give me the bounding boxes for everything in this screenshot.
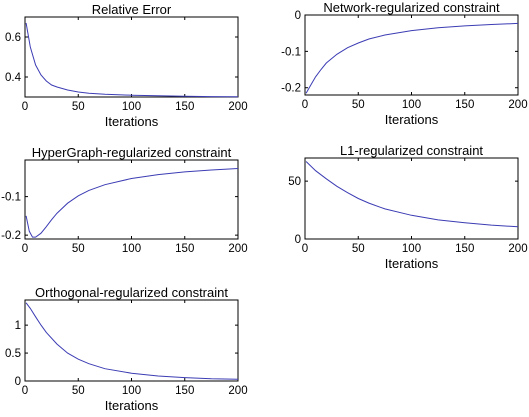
x-tick-label: 0 [302, 99, 308, 111]
subplot-title: L1-regularized constraint [340, 143, 483, 158]
subplot-title: Network-regularized constraint [323, 0, 500, 15]
y-tick-label: 0 [15, 376, 21, 388]
x-tick-label: 100 [122, 243, 141, 255]
axes-box [24, 16, 239, 98]
x-tick-label: 150 [455, 243, 474, 255]
x-tick-label: 100 [122, 385, 141, 397]
x-tick-label: 200 [508, 243, 527, 255]
subplot-title: Orthogonal-regularized constraint [35, 285, 228, 300]
x-tick-label: 0 [22, 385, 28, 397]
x-tick-label: 50 [72, 101, 85, 113]
subplot-1: Relative Error 0 50 100 150 200 0.4 0.6 Iteratio… [5, 2, 248, 129]
y-tick-label: -0.2 [1, 230, 21, 242]
axes-box [24, 159, 239, 240]
x-tick-label: 100 [402, 99, 421, 111]
subplot-title: HyperGraph-regularized constraint [32, 145, 232, 160]
axes-box [304, 14, 519, 96]
x-tick-label: 200 [228, 101, 247, 113]
x-tick-label: 200 [508, 99, 527, 111]
x-tick-label: 0 [302, 243, 308, 255]
y-tick-label: 0.6 [5, 32, 21, 44]
subplot-title: Relative Error [92, 2, 172, 17]
x-tick-label: 50 [352, 243, 365, 255]
x-tick-label: 0 [22, 243, 28, 255]
subplot-3: HyperGraph-regularized constraint 0 50 100 1… [1, 145, 247, 255]
y-tick-label: -0.2 [281, 83, 301, 95]
series-line [305, 22, 519, 94]
axes-box [24, 299, 239, 382]
y-tick-label: 0.4 [5, 72, 22, 84]
x-tick-label: 50 [72, 385, 85, 397]
y-tick-label: 1 [15, 320, 21, 332]
x-axis-label: Iterations [105, 114, 159, 129]
x-tick-label: 0 [22, 101, 28, 113]
x-tick-label: 100 [402, 243, 421, 255]
series-line [25, 22, 239, 98]
x-tick-label: 200 [228, 243, 247, 255]
x-tick-label: 150 [455, 99, 474, 111]
x-tick-label: 100 [122, 101, 141, 113]
x-tick-label: 150 [175, 101, 194, 113]
y-tick-label: 0 [295, 234, 301, 246]
y-tick-label: 0.5 [5, 348, 21, 360]
x-axis-label: Iterations [385, 256, 439, 271]
x-tick-label: 200 [228, 385, 247, 397]
y-tick-label: 0 [295, 10, 301, 22]
subplot-2: Network-regularized constraint 0 50 100 150 2… [281, 0, 527, 127]
x-tick-label: 50 [352, 99, 365, 111]
axes-box [304, 157, 519, 240]
series-line [305, 161, 519, 228]
y-tick-label: -0.1 [1, 192, 21, 204]
x-axis-label: Iterations [105, 398, 159, 413]
x-tick-label: 50 [72, 243, 85, 255]
x-tick-label: 150 [175, 385, 194, 397]
x-axis-label: Iterations [385, 112, 439, 127]
series-line [25, 168, 239, 238]
y-tick-label: -0.1 [281, 46, 301, 58]
series-line [25, 302, 239, 380]
subplot-4: L1-regularized constraint 0 50 100 150 200 0 50… [288, 143, 527, 271]
subplot-5: Orthogonal-regularized constraint 0 50 100 1… [5, 285, 248, 413]
x-tick-label: 150 [175, 243, 194, 255]
y-tick-label: 50 [288, 176, 301, 188]
